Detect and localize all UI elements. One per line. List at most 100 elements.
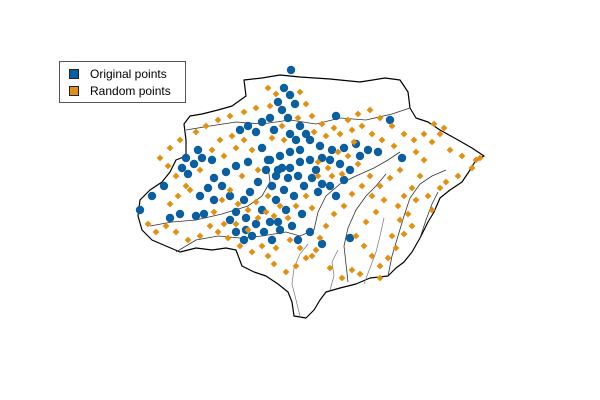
original-point [297, 209, 307, 219]
random-point [362, 218, 370, 226]
random-point [334, 148, 342, 156]
original-point [317, 153, 327, 163]
random-point [390, 142, 398, 150]
river-tocantins [363, 217, 385, 285]
original-point [317, 239, 327, 249]
random-point [252, 198, 260, 206]
random-point [206, 222, 214, 230]
random-point [166, 200, 174, 208]
random-point [254, 214, 262, 222]
original-point [207, 155, 217, 165]
original-point [243, 121, 253, 131]
original-point [273, 97, 283, 107]
original-point [183, 169, 193, 179]
original-point [189, 159, 199, 169]
original-point [305, 227, 315, 237]
random-point [386, 174, 394, 182]
random-point [232, 144, 240, 152]
random-point [326, 264, 334, 272]
original-point [253, 177, 263, 187]
original-point [265, 113, 275, 123]
random-point [238, 172, 246, 180]
random-point [220, 152, 228, 160]
random-point [226, 186, 234, 194]
random-point [380, 196, 388, 204]
random-point [400, 192, 408, 200]
random-point [458, 152, 466, 160]
random-point [156, 154, 164, 162]
random-points-swatch [69, 86, 79, 96]
random-point [228, 132, 236, 140]
random-point [308, 204, 316, 212]
basin-boundary-east [387, 169, 447, 277]
random-point [468, 164, 476, 172]
random-point [186, 186, 194, 194]
random-point [196, 232, 204, 240]
random-point [302, 192, 310, 200]
original-point [267, 181, 277, 191]
original-point [285, 147, 295, 157]
legend-item-random: Random points [69, 83, 171, 99]
original-point [287, 221, 297, 231]
random-point [388, 122, 396, 130]
random-point [314, 172, 322, 180]
random-point [308, 112, 316, 120]
random-point [166, 144, 174, 152]
random-point [248, 146, 256, 154]
random-point [352, 232, 360, 240]
random-point [416, 172, 424, 180]
random-point [428, 138, 436, 146]
random-point [440, 124, 448, 132]
original-point [331, 191, 341, 201]
random-point [476, 154, 484, 162]
original-point [261, 165, 271, 175]
original-point [225, 191, 235, 201]
original-point [283, 173, 293, 183]
random-point [270, 212, 278, 220]
original-point [181, 153, 191, 163]
original-point [277, 105, 287, 115]
original-point [279, 185, 289, 195]
random-point [330, 124, 338, 132]
original-point [203, 183, 213, 193]
original-point [313, 187, 323, 197]
original-point [217, 181, 227, 191]
random-point [184, 236, 192, 244]
random-point [442, 178, 450, 186]
random-point [296, 88, 304, 96]
original-point [175, 209, 185, 219]
random-point [392, 244, 400, 252]
original-point [279, 83, 289, 93]
original-point [289, 191, 299, 201]
original-point [191, 211, 201, 221]
outer-border [137, 74, 485, 319]
random-point [286, 236, 294, 244]
random-point [384, 254, 392, 262]
random-point [338, 170, 346, 178]
original-point [339, 175, 349, 185]
original-point [235, 125, 245, 135]
region-outline [137, 74, 485, 319]
random-point [182, 182, 190, 190]
river-madeira [291, 243, 309, 317]
random-point [424, 192, 432, 200]
random-point [400, 230, 408, 238]
random-point [394, 202, 402, 210]
original-point [147, 191, 157, 201]
original-point [295, 121, 305, 131]
random-point [340, 202, 348, 210]
original-point [339, 143, 349, 153]
original-point [247, 231, 257, 241]
random-point [378, 136, 386, 144]
random-point [368, 252, 376, 260]
random-point [232, 220, 240, 228]
original-point [195, 191, 205, 201]
random-point [196, 166, 204, 174]
original-point [221, 167, 231, 177]
random-point [302, 254, 310, 262]
original-point [363, 145, 373, 155]
original-point [315, 141, 325, 151]
original-points-layer [135, 65, 407, 249]
random-points-layer [144, 84, 484, 282]
original-point [317, 179, 327, 189]
